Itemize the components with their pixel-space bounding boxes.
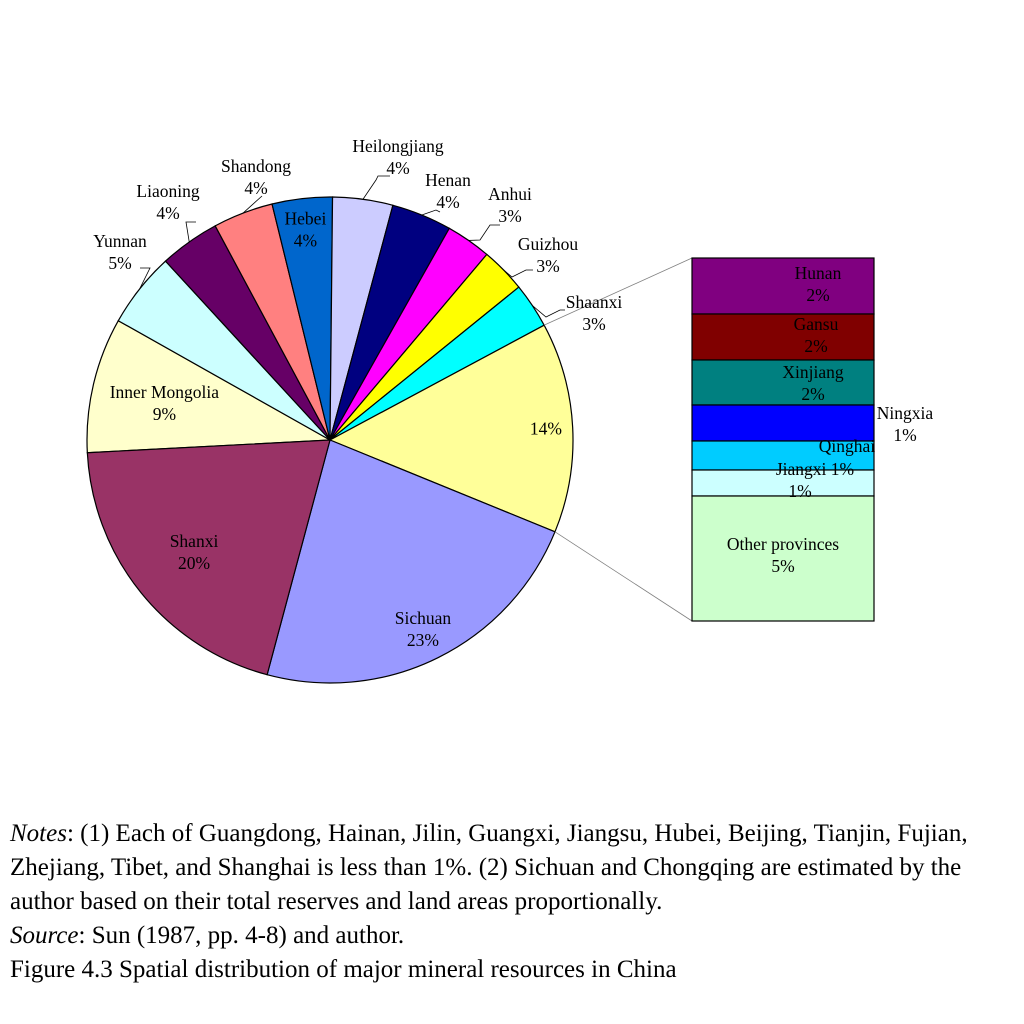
leader-line-henan — [421, 209, 441, 216]
leader-line-guizhou — [503, 269, 533, 278]
bar-label-jiangxi: Jiangxi 1% 1% — [776, 459, 854, 501]
leader-line-heilongjiang — [362, 175, 390, 200]
slice-label-anhui: Anhui 3% — [488, 184, 532, 226]
notes-text: : (1) Each of Guangdong, Hainan, Jilin, … — [10, 820, 968, 915]
bar-label-ningxia: Ningxia 1% — [877, 403, 934, 445]
pie-slice-inner-mongolia — [86, 319, 333, 454]
slice-value-anhui: 3% — [498, 206, 521, 226]
slice-value-breakout: 14% — [530, 419, 562, 439]
connector-bottom — [554, 531, 693, 622]
slice-value-hebei: 4% — [294, 231, 317, 251]
bar-name-gansu: Gansu — [794, 314, 839, 334]
slice-name-yunnan: Yunnan — [93, 231, 147, 251]
bar-value-hunan: 2% — [806, 285, 829, 305]
pie-slice-sichuan — [266, 439, 556, 684]
slice-name-liaoning: Liaoning — [136, 181, 199, 201]
slice-value-shaanxi: 3% — [582, 314, 605, 334]
slice-name-heilongjiang: Heilongjiang — [352, 136, 444, 156]
bar-value-xinjiang: 2% — [801, 384, 824, 404]
slice-label-hebei: Hebei 4% — [285, 209, 327, 251]
slice-label-henan: Henan 4% — [425, 170, 471, 212]
leader-line-liaoning — [185, 221, 196, 242]
bar-segment-gansu — [691, 313, 875, 361]
bar-segment-qinghai — [691, 440, 875, 471]
slice-label-heilongjiang: Heilongjiang 4% — [352, 136, 444, 178]
slice-label-shanxi: Shanxi 20% — [170, 531, 219, 573]
breakout-bar — [691, 257, 875, 622]
slice-name-sichuan: Sichuan — [395, 608, 452, 628]
bar-name-hunan: Hunan — [795, 263, 842, 283]
bar-value-gansu: 2% — [804, 336, 827, 356]
bar-segment-jiangxi — [691, 469, 875, 497]
leader-line-shaanxi — [532, 305, 565, 318]
slice-label-shaanxi: Shaanxi 3% — [566, 292, 623, 334]
slice-value-liaoning: 4% — [156, 203, 179, 223]
leader-line-yunnan — [139, 267, 151, 290]
slice-value-henan: 4% — [436, 192, 459, 212]
slice-value-shandong: 4% — [244, 178, 267, 198]
slice-name-inner-mongolia: Inner Mongolia — [110, 382, 220, 402]
bar-segment-other-provinces — [691, 495, 875, 622]
slice-labels: Inner Mongolia 9%Yunnan 5%Liaoning 4%Shando… — [93, 136, 933, 650]
pie-slice-shanxi — [86, 439, 331, 676]
pie-slice-breakout — [328, 324, 574, 533]
leader-lines — [139, 175, 565, 318]
slice-name-shanxi: Shanxi — [170, 531, 219, 551]
bar-name-qinghai: Qinghai — [819, 436, 876, 456]
slice-value-sichuan: 23% — [407, 630, 439, 650]
slice-label-yunnan: Yunnan 5% — [93, 231, 147, 273]
slice-name-guizhou: Guizhou — [518, 234, 579, 254]
bar-segment-xinjiang — [691, 359, 875, 406]
bar-name-jiangxi: Jiangxi 1% — [776, 459, 854, 479]
slice-name-hebei: Hebei — [285, 209, 327, 229]
notes-label: Notes — [10, 820, 67, 847]
slice-label-breakout: 14% — [530, 419, 562, 439]
slice-name-shandong: Shandong — [221, 156, 291, 176]
bar-name-ningxia: Ningxia — [877, 403, 934, 423]
slice-value-yunnan: 5% — [108, 253, 131, 273]
source-paragraph: Source: Sun (1987, pp. 4-8) and author. — [10, 919, 1020, 953]
bar-label-xinjiang: Xinjiang 2% — [782, 362, 843, 404]
bar-name-xinjiang: Xinjiang — [782, 362, 843, 382]
connector-lines — [543, 257, 693, 622]
slice-label-shandong: Shandong 4% — [221, 156, 291, 198]
bar-value-other-provinces: 5% — [771, 556, 794, 576]
slice-label-guizhou: Guizhou 3% — [518, 234, 579, 276]
slice-name-henan: Henan — [425, 170, 471, 190]
notes-paragraph: Notes: (1) Each of Guangdong, Hainan, Ji… — [10, 817, 1020, 919]
source-text: : Sun (1987, pp. 4-8) and author. — [78, 922, 405, 949]
figure-caption: Figure 4.3 Spatial distribution of major… — [10, 956, 677, 983]
leader-line-anhui — [468, 224, 500, 241]
bar-label-gansu: Gansu 2% — [794, 314, 839, 356]
slice-value-guizhou: 3% — [536, 256, 559, 276]
bar-value-ningxia: 1% — [893, 425, 916, 445]
bar-label-other-provinces: Other provinces 5% — [727, 534, 839, 576]
slice-value-shanxi: 20% — [178, 553, 210, 573]
bar-segment-hunan — [691, 257, 875, 315]
bar-label-qinghai: Qinghai — [819, 436, 876, 456]
slice-name-anhui: Anhui — [488, 184, 532, 204]
pie-chart: Inner Mongolia 9%Yunnan 5%Liaoning 4%Shando… — [86, 136, 933, 684]
leader-line-shandong — [242, 195, 263, 214]
slice-value-heilongjiang: 4% — [386, 158, 409, 178]
figure-notes: Notes: (1) Each of Guangdong, Hainan, Ji… — [10, 817, 1020, 987]
slice-label-sichuan: Sichuan 23% — [395, 608, 452, 650]
slice-value-inner-mongolia: 9% — [153, 404, 176, 424]
pie-slices — [86, 196, 574, 684]
source-label: Source — [10, 922, 79, 949]
slice-label-liaoning: Liaoning 4% — [136, 181, 199, 223]
bar-name-other-provinces: Other provinces — [727, 534, 839, 554]
slice-label-inner-mongolia: Inner Mongolia 9% — [110, 382, 220, 424]
bar-label-hunan: Hunan 2% — [795, 263, 842, 305]
slice-name-shaanxi: Shaanxi — [566, 292, 623, 312]
bar-value-jiangxi: 1% — [788, 481, 811, 501]
connector-top — [543, 257, 693, 326]
